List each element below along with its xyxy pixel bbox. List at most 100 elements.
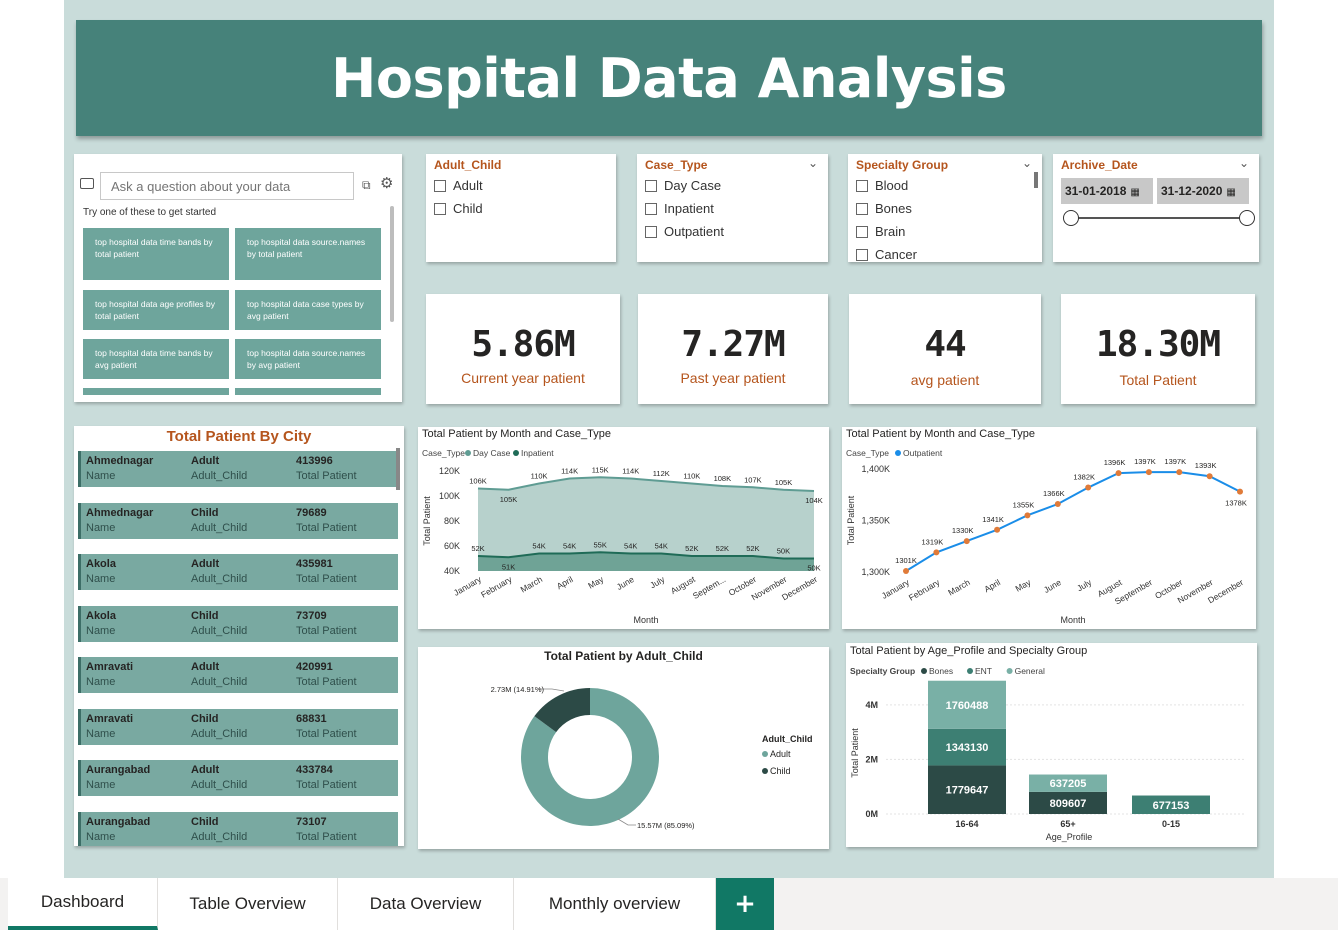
qa-suggestion[interactable]: top hospital data time bands by avg pati… [83, 339, 229, 379]
report-title: Hospital Data Analysis [331, 46, 1007, 110]
cell-caption: Name [86, 521, 116, 534]
add-page-button[interactable]: + [716, 878, 774, 930]
checkbox[interactable] [645, 202, 657, 215]
checkbox[interactable] [434, 179, 446, 192]
checkbox[interactable] [645, 179, 657, 192]
calendar-icon[interactable]: ▦ [1226, 187, 1236, 198]
tab-monthly-overview[interactable]: Monthly overview [514, 878, 716, 930]
chevron-down-icon[interactable]: ⌄ [1238, 156, 1249, 170]
x-axis-label: Month [1060, 615, 1085, 625]
bar-segment [928, 680, 1006, 729]
table-row[interactable]: Ahmednagar Name Child Adult_Child 79689 Total… [78, 502, 398, 539]
slicer-option[interactable]: Adult [434, 178, 483, 193]
table-row[interactable]: Amravati Name Adult Adult_Child 420991 Total … [78, 657, 398, 693]
tab-dashboard[interactable]: Dashboard [8, 878, 158, 930]
y-axis-label: Total Patient [422, 496, 432, 546]
qa-input[interactable] [100, 172, 354, 200]
checkbox[interactable] [856, 202, 868, 215]
checkbox[interactable] [645, 225, 657, 238]
slicer-option[interactable]: Bones [856, 201, 912, 216]
x-tick-label: January [452, 574, 484, 598]
table-row[interactable]: Akola Name Child Adult_Child 73709 Total Pati… [78, 605, 398, 642]
slicer-option[interactable]: Blood [856, 178, 908, 193]
tab-table-overview[interactable]: Table Overview [158, 878, 338, 930]
tab-data-overview[interactable]: Data Overview [338, 878, 514, 930]
kpi-value: 44 [924, 324, 966, 365]
legend-marker [762, 768, 768, 774]
legend-entry: Bones [929, 666, 953, 676]
start-date-field[interactable]: 31-01-2018 ▦ [1061, 178, 1153, 204]
slicer-title: Specialty Group [856, 158, 949, 172]
patient-count: 420991 [296, 661, 333, 673]
cell-caption: Total Patient [296, 521, 357, 534]
data-label: 107K [744, 475, 762, 484]
donut-chart-card: Total Patient by Adult_Child 2.73M (14.9… [418, 647, 829, 849]
chevron-down-icon[interactable]: ⌄ [807, 156, 818, 170]
y-axis-label: Total Patient [846, 495, 856, 545]
slicer-option[interactable]: Child [434, 201, 483, 216]
x-tick-label: July [648, 574, 667, 591]
x-axis-label: Age_Profile [1046, 832, 1093, 842]
data-label: 110K [531, 472, 548, 481]
slicer-option[interactable]: Outpatient [645, 224, 724, 239]
settings-icon[interactable]: ⚙ [380, 174, 394, 192]
city-table-scrollbar[interactable] [396, 448, 400, 490]
data-label: 52K [471, 544, 484, 553]
data-label: 1319K [922, 537, 944, 546]
cell-caption: Name [86, 676, 116, 688]
legend-title: Case_Type [422, 448, 465, 458]
slicer-option[interactable]: Brain [856, 224, 905, 239]
table-row[interactable]: Ahmednagar Name Adult Adult_Child 413996 Tota… [78, 451, 398, 487]
data-point [1085, 484, 1092, 491]
data-point [963, 538, 970, 545]
qa-suggestion[interactable]: top hospital data source.names by avg pa… [235, 339, 381, 379]
legend-marker [921, 668, 927, 674]
checkbox[interactable] [856, 225, 868, 238]
data-label: 106K [469, 477, 487, 486]
x-tick-label: March [519, 574, 545, 595]
calendar-icon[interactable]: ▦ [1130, 187, 1140, 198]
kpi-card: 7.27M Past year patient [638, 294, 828, 404]
checkbox[interactable] [856, 248, 868, 261]
slicer-option[interactable]: Cancer [856, 247, 917, 262]
qa-suggestion[interactable]: top hospital data case types by avg pati… [235, 290, 381, 330]
table-row[interactable]: Amravati Name Child Adult_Child 68831 Total P… [78, 708, 398, 745]
cell-caption: Total Patient [296, 676, 357, 688]
data-label: 55K [594, 540, 607, 549]
age-group: Child [191, 506, 219, 519]
cell-caption: Adult_Child [191, 727, 248, 740]
date-slider-end-handle[interactable] [1239, 210, 1255, 226]
chart-title: Total Patient by Month and Case_Type [422, 428, 611, 440]
checkbox[interactable] [434, 202, 446, 215]
city-name: Akola [86, 558, 116, 570]
slicer-scrollbar[interactable] [1034, 172, 1038, 188]
slicer-title: Archive_Date [1061, 158, 1138, 172]
slicer-option[interactable]: Inpatient [645, 201, 714, 216]
city-table-title: Total Patient By City [166, 428, 312, 445]
table-row[interactable]: Akola Name Adult Adult_Child 435981 Total Pat… [78, 554, 398, 590]
qa-scrollbar[interactable] [390, 206, 394, 322]
legend-entry: Adult [770, 749, 791, 759]
data-label: 1779647 [946, 785, 989, 797]
checkbox[interactable] [856, 179, 868, 192]
x-tick-label: June [615, 574, 636, 592]
chevron-down-icon[interactable]: ⌄ [1021, 156, 1032, 170]
data-label: 1355K [1013, 500, 1035, 509]
qa-suggestion[interactable]: top hospital data source.names by total … [235, 228, 381, 280]
end-date-field[interactable]: 31-12-2020 ▦ [1157, 178, 1249, 204]
qa-suggestion[interactable]: top hospital data time bands by total pa… [83, 228, 229, 280]
legend-marker [1006, 668, 1013, 674]
slicer-option[interactable]: Day Case [645, 178, 721, 193]
cell-caption: Adult_Child [191, 573, 248, 585]
qa-suggestion[interactable]: top hospital data age profiles by total … [83, 290, 229, 330]
legend-entry: Child [770, 766, 791, 776]
table-row[interactable]: Aurangabad Name Child Adult_Child 73107 Total… [78, 811, 398, 846]
table-row[interactable]: Aurangabad Name Adult Adult_Child 433784 Tota… [78, 760, 398, 796]
cell-caption: Total Patient [296, 830, 357, 843]
data-label: 112K [653, 469, 670, 478]
x-tick-label: 16-64 [955, 819, 978, 829]
date-slider-start-handle[interactable] [1063, 210, 1079, 226]
qa-expand-icon[interactable]: ⧉ [362, 178, 371, 192]
chat-icon[interactable] [80, 178, 94, 189]
date-slider-track[interactable] [1071, 217, 1247, 219]
